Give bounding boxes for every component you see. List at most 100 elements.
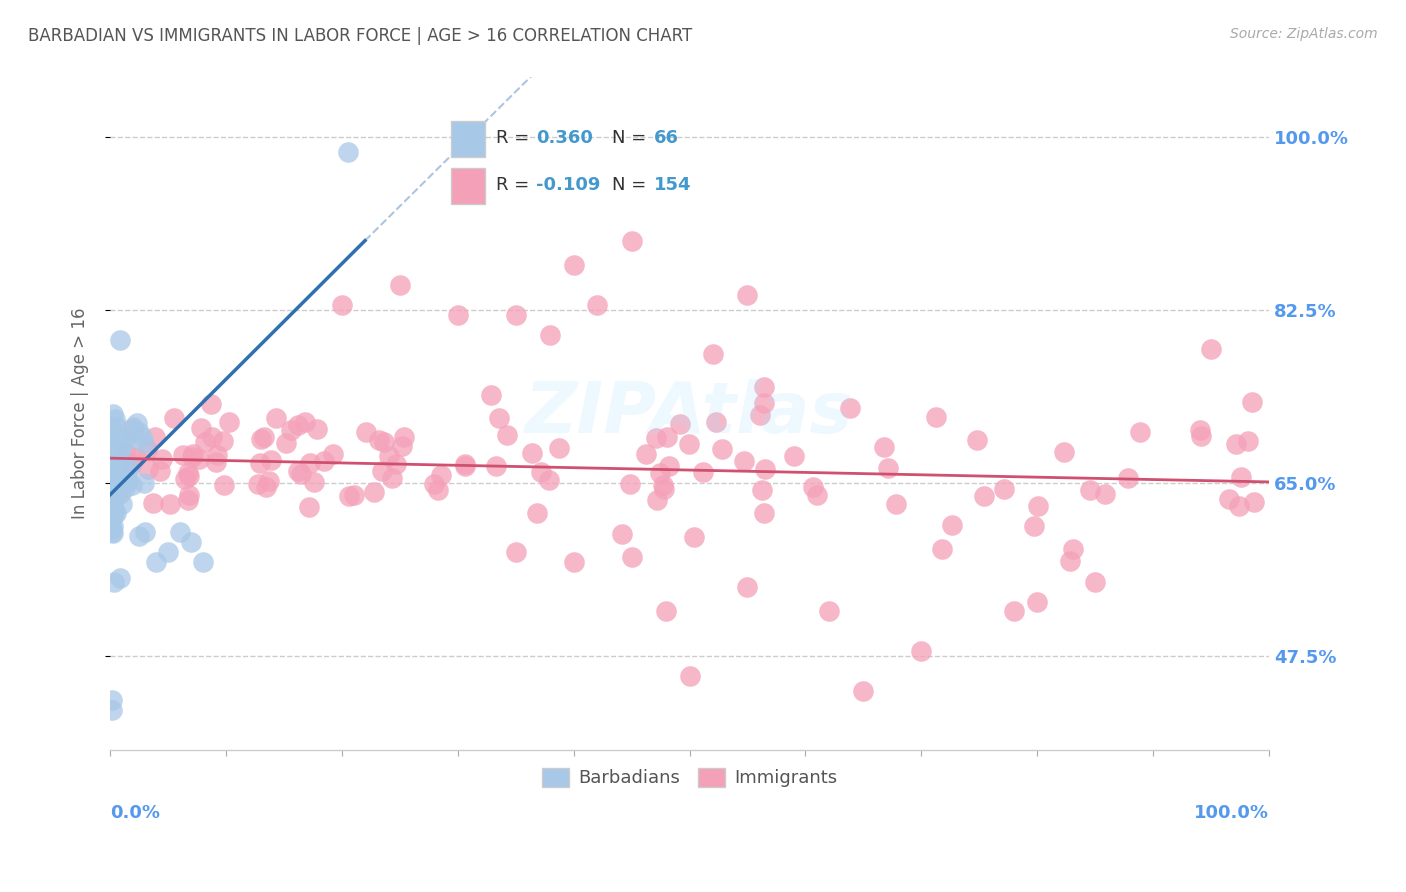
Point — [177, 467, 200, 481]
Point — [702, 347, 724, 361]
Point — [150, 452, 173, 467]
Point — [884, 498, 907, 512]
Point — [1218, 491, 1240, 506]
Point — [655, 605, 678, 619]
Text: ZIPAtlas: ZIPAtlas — [526, 379, 853, 448]
Point — [191, 555, 214, 569]
Point — [454, 458, 477, 473]
Point — [249, 456, 271, 470]
Point — [644, 431, 666, 445]
Point — [104, 469, 127, 483]
Point — [211, 434, 233, 448]
Point — [110, 453, 132, 467]
Point — [373, 434, 395, 449]
Point — [1080, 483, 1102, 498]
Text: R =: R = — [496, 177, 530, 194]
Point — [322, 447, 344, 461]
Point — [454, 457, 477, 471]
Point — [752, 396, 775, 410]
Point — [169, 525, 191, 540]
Point — [103, 407, 125, 421]
Point — [117, 474, 139, 488]
Point — [801, 480, 824, 494]
Point — [101, 468, 124, 483]
Point — [966, 434, 988, 448]
Point — [114, 481, 136, 495]
Point — [200, 430, 222, 444]
Point — [100, 502, 122, 516]
Point — [108, 487, 131, 501]
Point — [104, 487, 127, 501]
Point — [711, 442, 734, 456]
Point — [302, 475, 325, 490]
Point — [385, 457, 408, 471]
Point — [426, 483, 449, 497]
Point — [447, 308, 470, 322]
Point — [540, 327, 562, 342]
Point — [336, 145, 359, 159]
Point — [299, 456, 322, 470]
Point — [562, 258, 585, 272]
Point — [103, 501, 125, 516]
FancyBboxPatch shape — [451, 168, 485, 204]
Point — [127, 416, 149, 430]
Point — [101, 525, 124, 540]
Point — [806, 488, 828, 502]
Point — [683, 530, 706, 544]
Point — [1028, 499, 1050, 513]
Point — [692, 465, 714, 479]
Point — [783, 449, 806, 463]
Point — [159, 497, 181, 511]
Point — [287, 417, 309, 432]
Point — [274, 435, 297, 450]
Point — [118, 460, 141, 475]
Point — [314, 454, 336, 468]
Point — [1241, 395, 1264, 409]
Point — [280, 423, 302, 437]
Point — [330, 298, 353, 312]
Point — [737, 580, 759, 594]
Point — [678, 669, 700, 683]
Point — [135, 442, 157, 457]
Point — [658, 458, 681, 473]
Point — [190, 420, 212, 434]
Point — [246, 477, 269, 491]
Point — [378, 449, 401, 463]
Point — [754, 380, 776, 394]
Point — [157, 545, 180, 559]
Point — [924, 409, 946, 424]
Point — [108, 433, 131, 447]
Point — [101, 500, 124, 515]
Point — [105, 436, 128, 450]
Point — [485, 458, 508, 473]
Point — [114, 434, 136, 449]
Point — [101, 522, 124, 536]
Point — [111, 431, 134, 445]
Point — [381, 471, 404, 485]
Point — [212, 478, 235, 492]
Point — [101, 423, 124, 437]
Point — [876, 460, 898, 475]
Point — [505, 308, 527, 322]
Point — [1062, 541, 1084, 556]
Point — [105, 419, 128, 434]
Point — [107, 478, 129, 492]
Point — [817, 605, 839, 619]
Point — [650, 466, 672, 480]
Point — [1026, 594, 1049, 608]
Point — [172, 448, 194, 462]
Point — [1116, 471, 1139, 485]
Point — [101, 510, 124, 524]
Point — [634, 447, 657, 461]
Point — [145, 555, 167, 569]
Point — [104, 411, 127, 425]
Point — [177, 469, 200, 483]
Point — [1188, 423, 1211, 437]
Point — [254, 480, 277, 494]
Point — [496, 428, 519, 442]
Text: N =: N = — [612, 129, 645, 147]
Point — [101, 703, 124, 717]
Point — [548, 441, 571, 455]
Text: 0.0%: 0.0% — [110, 805, 160, 822]
Point — [104, 506, 127, 520]
